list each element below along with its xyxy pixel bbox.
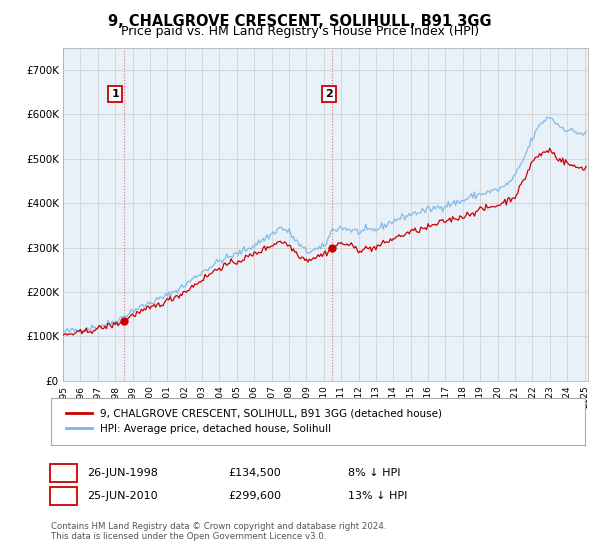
Text: 25-JUN-2010: 25-JUN-2010 (87, 491, 158, 501)
Text: Price paid vs. HM Land Registry's House Price Index (HPI): Price paid vs. HM Land Registry's House … (121, 25, 479, 38)
Text: 8% ↓ HPI: 8% ↓ HPI (348, 468, 401, 478)
Text: 2: 2 (325, 89, 333, 99)
Text: 1: 1 (59, 466, 68, 480)
Text: 13% ↓ HPI: 13% ↓ HPI (348, 491, 407, 501)
Text: 2: 2 (59, 489, 68, 502)
Text: 26-JUN-1998: 26-JUN-1998 (87, 468, 158, 478)
Legend: 9, CHALGROVE CRESCENT, SOLIHULL, B91 3GG (detached house), HPI: Average price, d: 9, CHALGROVE CRESCENT, SOLIHULL, B91 3GG… (62, 404, 446, 438)
Text: £299,600: £299,600 (228, 491, 281, 501)
Text: £134,500: £134,500 (228, 468, 281, 478)
Text: 9, CHALGROVE CRESCENT, SOLIHULL, B91 3GG: 9, CHALGROVE CRESCENT, SOLIHULL, B91 3GG (108, 14, 492, 29)
Text: 1: 1 (111, 89, 119, 99)
Text: Contains HM Land Registry data © Crown copyright and database right 2024.
This d: Contains HM Land Registry data © Crown c… (51, 522, 386, 542)
